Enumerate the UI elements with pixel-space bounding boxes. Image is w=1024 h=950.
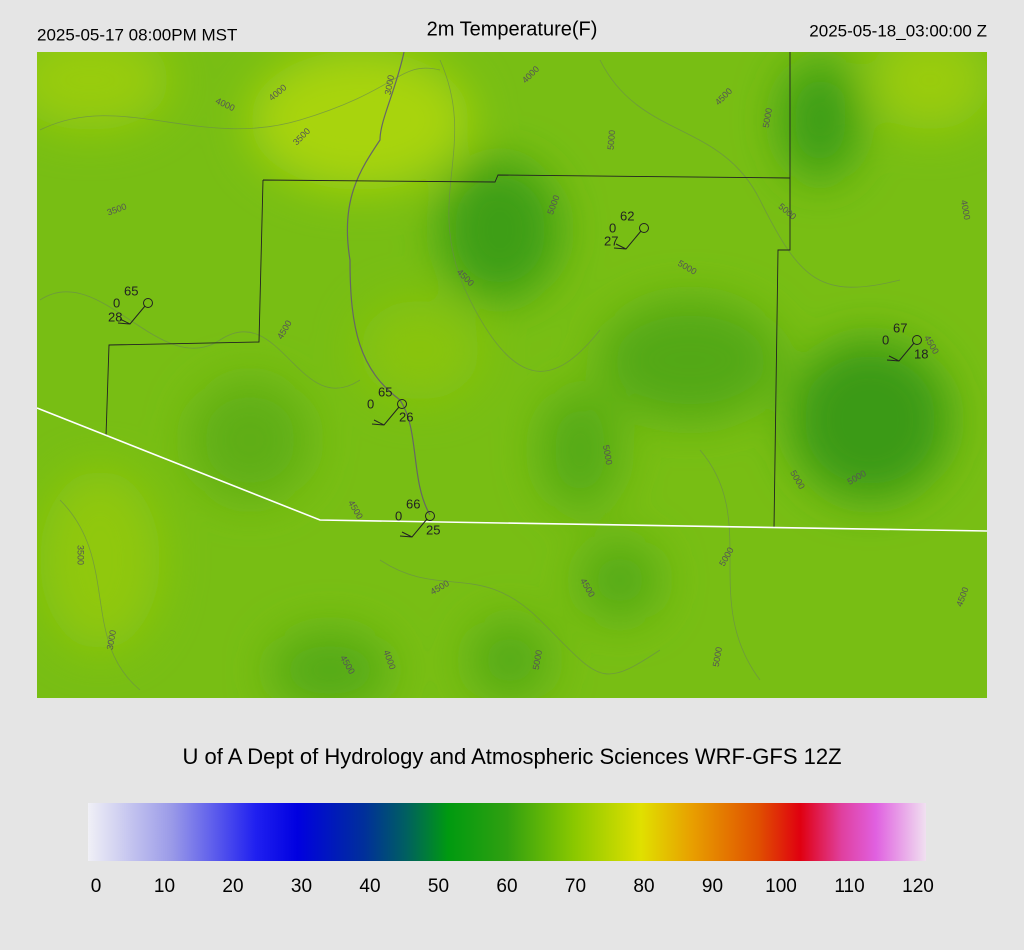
colorbar-tick-label: 70 [565, 876, 586, 897]
colorbar-tick-label: 30 [291, 876, 312, 897]
station-circle [143, 298, 153, 308]
station-temperature: 65 [378, 384, 392, 399]
county-boundaries [105, 52, 791, 529]
station-temperature: 65 [124, 283, 138, 298]
colorbar-tick-label: 90 [702, 876, 723, 897]
station-plot: 65 028 [108, 283, 153, 325]
contour-label: 3000 [383, 74, 396, 95]
map-title: 2m Temperature(F) [427, 18, 598, 40]
wind-barb [399, 518, 428, 538]
contour-label: 5000 [601, 444, 614, 465]
contour-label: 4000 [959, 199, 972, 220]
valid-utc-time: 2025-05-18_03:00:00 Z [809, 21, 987, 40]
station-pressure: 0 [882, 332, 889, 347]
colorbar-tick-label: 10 [154, 876, 175, 897]
station-circle [639, 223, 649, 233]
state-boundary [37, 407, 987, 532]
station-temperature: 66 [406, 496, 420, 511]
station-circle [397, 399, 407, 409]
station-pressure: 0 [367, 396, 374, 411]
contour-label: 3500 [76, 545, 86, 565]
colorbar-tick-label: 110 [834, 876, 864, 897]
station-plot: 65 0 26 [367, 384, 413, 426]
station-plot: 62 027 [604, 208, 649, 250]
station-dewpoint: 26 [399, 409, 413, 424]
station-circle [912, 335, 922, 345]
station-plot: 67 0 18 [882, 320, 928, 362]
colorbar-tick-label: 0 [91, 876, 102, 897]
credit: U of A Dept of Hydrology and Atmospheric… [182, 744, 841, 769]
station-pressure: 0 [609, 220, 616, 235]
colorbar-tick-label: 120 [902, 876, 934, 897]
contour-label: 5000 [531, 649, 544, 670]
station-dewpoint: 27 [604, 233, 618, 248]
wind-barb [613, 230, 642, 250]
valid-local-time: 2025-05-17 08:00PM MST [37, 25, 237, 44]
station-pressure: 0 [395, 508, 402, 523]
station-pressure: 0 [113, 295, 120, 310]
station-plot: 66 0 25 [395, 496, 440, 538]
contour-label: 5000 [711, 646, 724, 667]
temperature-field [37, 52, 987, 698]
wind-barb [886, 342, 915, 362]
contour-label: 5000 [761, 107, 774, 128]
colorbar [88, 803, 926, 861]
colorbar-tick-label: 80 [633, 876, 654, 897]
colorbar-tick-label: 40 [359, 876, 380, 897]
station-temperature: 62 [620, 208, 634, 223]
elevation-contours [39, 59, 901, 691]
river [346, 52, 431, 516]
colorbar-tick-label: 60 [496, 876, 517, 897]
station-dewpoint: 28 [108, 309, 122, 324]
station-circle [425, 511, 435, 521]
contour-label: 3000 [105, 629, 118, 650]
station-dewpoint: 25 [426, 522, 440, 537]
contour-label: 5000 [606, 130, 618, 151]
colorbar-tick-label: 20 [222, 876, 243, 897]
colorbar-ticks: 0 10 20 30 40 50 60 70 80 90 100 110 120 [91, 876, 934, 897]
colorbar-tick-label: 50 [428, 876, 449, 897]
wind-barb [117, 305, 146, 325]
wind-barb [371, 406, 400, 426]
colorbar-tick-label: 100 [765, 876, 797, 897]
station-temperature: 67 [893, 320, 907, 335]
station-dewpoint: 18 [914, 346, 928, 361]
